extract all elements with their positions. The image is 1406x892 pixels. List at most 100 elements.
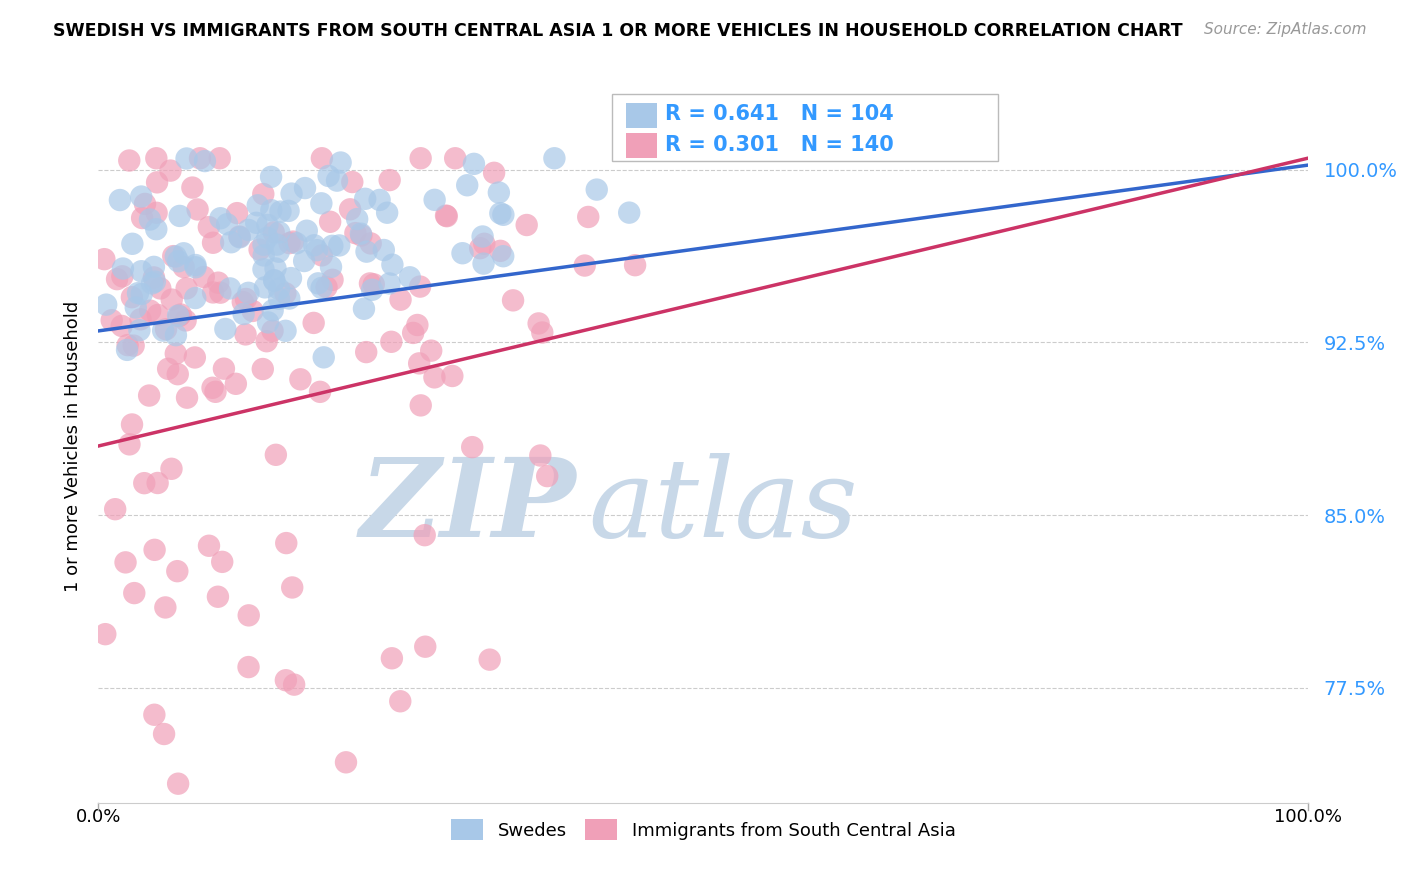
Point: [267, 282, 290, 296]
Point: [463, 157, 485, 171]
Point: [198, 539, 221, 553]
Point: [295, 224, 318, 238]
Point: [246, 198, 269, 212]
Point: [149, 281, 172, 295]
Point: [354, 192, 377, 206]
Point: [100, 313, 122, 327]
Point: [217, 217, 239, 231]
Point: [274, 286, 297, 301]
Point: [181, 180, 204, 194]
Point: [283, 678, 305, 692]
Point: [619, 205, 641, 219]
Point: [478, 653, 501, 667]
Point: [202, 235, 225, 250]
Point: [488, 186, 510, 200]
Point: [353, 301, 375, 316]
Point: [207, 590, 229, 604]
Text: Source: ZipAtlas.com: Source: ZipAtlas.com: [1204, 22, 1367, 37]
Point: [118, 153, 141, 168]
Point: [228, 855, 250, 869]
Point: [307, 277, 329, 291]
Point: [311, 151, 333, 165]
Text: R = 0.301   N = 140: R = 0.301 N = 140: [665, 136, 894, 155]
Point: [184, 258, 207, 272]
Point: [378, 277, 401, 291]
Point: [406, 318, 429, 332]
Point: [143, 275, 166, 289]
Point: [381, 651, 404, 665]
Point: [165, 346, 187, 360]
Point: [305, 243, 328, 257]
Point: [342, 175, 364, 189]
Point: [326, 173, 349, 187]
Point: [318, 169, 340, 183]
Point: [354, 345, 377, 359]
Point: [278, 236, 301, 251]
Point: [228, 229, 250, 244]
Point: [157, 361, 180, 376]
Point: [245, 216, 267, 230]
Text: atlas: atlas: [588, 453, 858, 560]
Point: [146, 175, 169, 189]
Point: [413, 640, 436, 654]
Point: [121, 290, 143, 304]
Point: [252, 362, 274, 376]
Point: [184, 291, 207, 305]
Point: [114, 555, 136, 569]
Legend: Swedes, Immigrants from South Central Asia: Swedes, Immigrants from South Central As…: [443, 812, 963, 847]
Text: ZIP: ZIP: [360, 453, 576, 560]
Point: [378, 173, 401, 187]
Point: [167, 254, 190, 268]
Point: [131, 264, 153, 278]
Point: [269, 226, 291, 240]
Point: [238, 608, 260, 623]
Point: [451, 246, 474, 260]
Point: [162, 249, 184, 263]
Point: [235, 292, 257, 306]
Point: [165, 250, 187, 264]
Point: [322, 273, 344, 287]
Point: [470, 241, 492, 255]
Point: [264, 261, 287, 276]
Point: [266, 237, 288, 252]
Point: [413, 528, 436, 542]
Point: [492, 249, 515, 263]
Point: [368, 193, 391, 207]
Point: [155, 600, 177, 615]
Point: [173, 246, 195, 260]
Point: [146, 308, 169, 322]
Point: [104, 502, 127, 516]
Point: [229, 230, 252, 244]
Point: [489, 244, 512, 258]
Point: [472, 257, 495, 271]
Point: [373, 243, 395, 257]
Point: [281, 235, 304, 249]
Point: [173, 260, 195, 274]
Point: [249, 243, 271, 257]
Point: [145, 151, 167, 165]
Point: [111, 318, 134, 333]
Point: [129, 312, 152, 326]
Point: [257, 315, 280, 329]
Point: [232, 307, 254, 321]
Point: [359, 277, 381, 291]
Point: [139, 212, 162, 227]
Point: [420, 343, 443, 358]
Point: [319, 215, 342, 229]
Point: [436, 209, 458, 223]
Point: [207, 276, 229, 290]
Point: [134, 197, 156, 211]
Point: [339, 202, 361, 217]
Point: [256, 230, 278, 244]
Point: [319, 260, 342, 274]
Point: [212, 361, 235, 376]
Point: [131, 287, 153, 301]
Point: [274, 673, 297, 688]
Point: [252, 237, 274, 252]
Point: [302, 238, 325, 252]
Point: [280, 271, 302, 285]
Point: [363, 277, 385, 292]
Point: [167, 777, 190, 791]
Point: [311, 196, 333, 211]
Point: [402, 326, 425, 340]
